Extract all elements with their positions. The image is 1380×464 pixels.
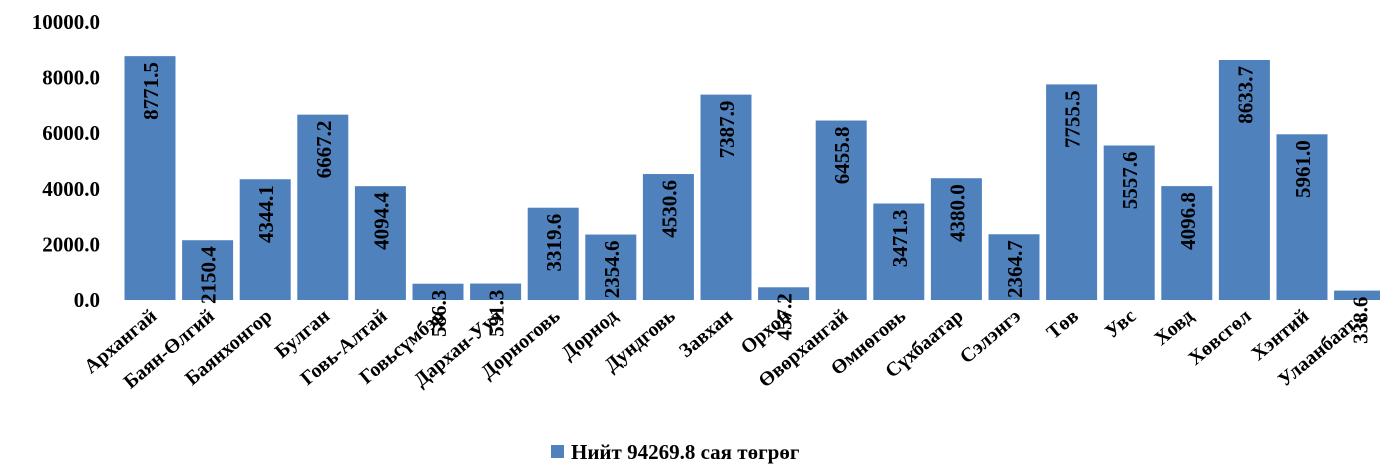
bar	[412, 283, 464, 300]
bar	[1218, 59, 1270, 300]
value-label: 3471.3	[888, 209, 912, 267]
value-label: 338.6	[1349, 297, 1373, 344]
value-label: 457.2	[773, 293, 797, 340]
bar	[815, 120, 867, 300]
bar	[758, 287, 810, 300]
bar	[930, 178, 982, 300]
bar	[700, 94, 752, 300]
value-label: 5557.6	[1118, 151, 1142, 209]
y-tick-label: 6000.0	[42, 121, 100, 145]
value-label: 7755.5	[1061, 90, 1085, 148]
bar	[470, 283, 522, 300]
value-label: 3319.6	[542, 214, 566, 272]
value-label: 586.3	[427, 290, 451, 337]
bar	[1103, 145, 1155, 300]
legend: Нийт 94269.8 сая төгрөг	[551, 440, 799, 464]
value-label: 4380.0	[945, 184, 969, 242]
bar	[1334, 290, 1380, 300]
bar	[354, 186, 406, 300]
value-label: 591.3	[485, 290, 509, 337]
y-tick-label: 0.0	[74, 288, 100, 312]
value-label: 2150.4	[197, 246, 221, 304]
bar	[988, 234, 1040, 300]
bar	[1276, 134, 1328, 300]
x-tick-label: Завхан	[675, 305, 737, 362]
y-tick-label: 8000.0	[42, 66, 100, 90]
bar	[527, 207, 579, 300]
bar	[585, 234, 637, 300]
x-tick-label: Увс	[1101, 305, 1140, 343]
value-label: 4530.6	[657, 180, 681, 238]
y-tick-label: 2000.0	[42, 232, 100, 256]
y-tick-label: 4000.0	[42, 177, 100, 201]
value-label: 7387.9	[715, 101, 739, 159]
value-label: 6455.8	[830, 127, 854, 185]
x-tick-label: Хөвсгөл	[1184, 305, 1255, 370]
value-label: 5961.0	[1291, 140, 1315, 198]
bars	[124, 56, 1380, 301]
x-tick-label: Сэлэнгэ	[956, 305, 1025, 368]
bar	[873, 203, 925, 300]
value-label: 4096.8	[1176, 192, 1200, 250]
legend-label: Нийт 94269.8 сая төгрөг	[571, 440, 799, 464]
bar	[182, 240, 234, 300]
value-label: 8771.5	[139, 62, 163, 120]
bar	[1161, 186, 1213, 300]
value-label: 6667.2	[312, 121, 336, 179]
x-tick-label: Ховд	[1150, 305, 1198, 350]
y-axis: 0.0 2000.0 4000.0 6000.0 8000.0 10000.0	[32, 10, 100, 312]
value-label: 4094.4	[369, 192, 393, 250]
bar	[1046, 84, 1098, 301]
y-tick-label: 10000.0	[32, 10, 100, 34]
x-tick-label: Төв	[1043, 305, 1083, 344]
bar	[297, 114, 349, 300]
value-label: 8633.7	[1233, 66, 1257, 124]
bar	[642, 174, 694, 300]
x-axis: АрхангайБаян-ӨлгийБаянхонгорБулганГовь-А…	[80, 305, 1371, 394]
bar	[124, 56, 176, 301]
value-label: 2364.7	[1003, 240, 1027, 298]
value-label: 4344.1	[254, 185, 278, 243]
legend-swatch	[551, 445, 564, 458]
value-labels: 8771.5 2150.4 4344.1 6667.2 4094.4 586.3 591.3…	[139, 62, 1373, 344]
bar	[239, 179, 291, 300]
value-label: 2354.6	[600, 241, 624, 299]
